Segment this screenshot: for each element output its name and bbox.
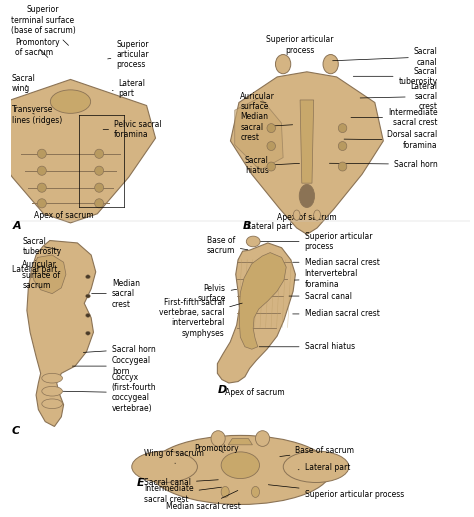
Text: Superior
articular
process: Superior articular process: [108, 40, 149, 69]
Text: Lateral
part: Lateral part: [112, 79, 146, 98]
Ellipse shape: [293, 210, 300, 220]
Text: First-fifth sacral
vertebrae, sacral
intervertebral
symphyses: First-fifth sacral vertebrae, sacral int…: [159, 298, 242, 338]
Text: Sacral canal: Sacral canal: [289, 292, 352, 300]
Polygon shape: [230, 72, 383, 234]
Text: A: A: [13, 221, 22, 231]
Ellipse shape: [314, 210, 320, 220]
Ellipse shape: [267, 162, 275, 171]
Polygon shape: [228, 438, 253, 445]
Text: Coccyx
(first-fourth
coccygeal
vertebrae): Coccyx (first-fourth coccygeal vertebrae…: [63, 373, 156, 413]
Text: Superior articular
process: Superior articular process: [266, 35, 334, 55]
Ellipse shape: [86, 275, 90, 279]
Ellipse shape: [323, 54, 338, 74]
Text: Promontory
of sacrum: Promontory of sacrum: [16, 38, 60, 57]
Text: Sacral
wing: Sacral wing: [12, 74, 36, 93]
Ellipse shape: [37, 183, 46, 192]
Text: Apex of sacrum: Apex of sacrum: [34, 210, 93, 220]
Text: C: C: [12, 427, 20, 436]
Text: Median
sacral
crest: Median sacral crest: [240, 112, 292, 142]
Text: Auricular
surface: Auricular surface: [240, 92, 275, 111]
Ellipse shape: [283, 451, 349, 482]
Text: Promontory: Promontory: [194, 444, 239, 453]
Text: E: E: [137, 478, 144, 488]
Text: Transverse
lines (ridges): Transverse lines (ridges): [12, 105, 62, 125]
Ellipse shape: [299, 185, 315, 207]
Ellipse shape: [37, 166, 46, 175]
Ellipse shape: [255, 431, 270, 446]
Text: Sacral horn: Sacral horn: [83, 345, 155, 354]
Text: Sacral
canal: Sacral canal: [333, 47, 438, 67]
Ellipse shape: [246, 236, 260, 247]
Ellipse shape: [86, 313, 90, 317]
Polygon shape: [34, 255, 66, 294]
Text: Sacral
tuberosity: Sacral tuberosity: [22, 237, 62, 256]
Text: Intermediate
sacral crest: Intermediate sacral crest: [144, 484, 221, 504]
Ellipse shape: [221, 486, 229, 497]
Ellipse shape: [37, 199, 46, 208]
Text: Apex of sacrum: Apex of sacrum: [225, 388, 285, 397]
Text: Superior articular process: Superior articular process: [268, 485, 404, 498]
Polygon shape: [239, 253, 286, 349]
Ellipse shape: [95, 199, 104, 208]
Text: Sacral
hiatus: Sacral hiatus: [245, 156, 300, 175]
Polygon shape: [235, 97, 283, 171]
Text: Intervertebral
foramina: Intervertebral foramina: [294, 269, 358, 289]
Text: Sacral hiatus: Sacral hiatus: [259, 342, 355, 351]
Text: Median
sacral
crest: Median sacral crest: [91, 279, 140, 309]
Ellipse shape: [267, 142, 275, 150]
Text: Wing of sacrum: Wing of sacrum: [144, 449, 204, 464]
Text: Pelvis
surface: Pelvis surface: [197, 284, 237, 303]
Polygon shape: [27, 240, 96, 427]
Ellipse shape: [50, 90, 91, 113]
Ellipse shape: [42, 399, 63, 408]
Text: D: D: [218, 385, 227, 396]
Polygon shape: [218, 243, 295, 383]
Text: Superior articular
process: Superior articular process: [257, 232, 372, 251]
Text: Sacral
tuberosity: Sacral tuberosity: [353, 67, 438, 86]
Text: B: B: [243, 221, 251, 231]
Text: Apex of sacrum: Apex of sacrum: [277, 212, 337, 221]
Ellipse shape: [338, 162, 347, 171]
Text: Median sacral crest: Median sacral crest: [292, 310, 380, 318]
Ellipse shape: [251, 486, 260, 497]
Text: Median sacral crest: Median sacral crest: [292, 258, 380, 267]
Ellipse shape: [275, 54, 291, 74]
Ellipse shape: [95, 166, 104, 175]
Text: Lateral part: Lateral part: [12, 265, 57, 274]
Ellipse shape: [132, 451, 197, 482]
Ellipse shape: [149, 435, 331, 505]
Ellipse shape: [42, 373, 63, 383]
Ellipse shape: [338, 124, 347, 132]
Text: Auricular
surface of
sacrum: Auricular surface of sacrum: [22, 261, 60, 290]
Text: Dorsal sacral
foramina: Dorsal sacral foramina: [344, 130, 438, 150]
Polygon shape: [300, 100, 314, 183]
Ellipse shape: [95, 149, 104, 158]
Text: Sacral horn: Sacral horn: [329, 160, 438, 169]
Ellipse shape: [338, 142, 347, 150]
Text: Intermediate
sacral crest: Intermediate sacral crest: [351, 108, 438, 127]
Polygon shape: [0, 80, 155, 223]
Text: Sacral canal: Sacral canal: [144, 479, 219, 488]
Text: Base of sacrum: Base of sacrum: [280, 446, 355, 457]
Ellipse shape: [95, 183, 104, 192]
Ellipse shape: [221, 452, 260, 479]
Ellipse shape: [42, 386, 63, 396]
Text: Base of
sacrum: Base of sacrum: [207, 236, 248, 255]
Text: Coccygeal
horn: Coccygeal horn: [73, 356, 151, 376]
Text: Lateral part: Lateral part: [247, 222, 293, 231]
Ellipse shape: [211, 431, 225, 446]
Ellipse shape: [37, 149, 46, 158]
Text: Median sacral crest: Median sacral crest: [166, 491, 241, 511]
Text: Lateral
sacral
crest: Lateral sacral crest: [360, 82, 438, 112]
Text: Pelvic sacral
foramina: Pelvic sacral foramina: [103, 120, 162, 139]
Ellipse shape: [86, 331, 90, 335]
Text: Superior
terminal surface
(base of sacrum): Superior terminal surface (base of sacru…: [10, 6, 75, 45]
Ellipse shape: [267, 124, 275, 132]
Text: Lateral part: Lateral part: [298, 463, 350, 472]
Ellipse shape: [86, 294, 90, 298]
